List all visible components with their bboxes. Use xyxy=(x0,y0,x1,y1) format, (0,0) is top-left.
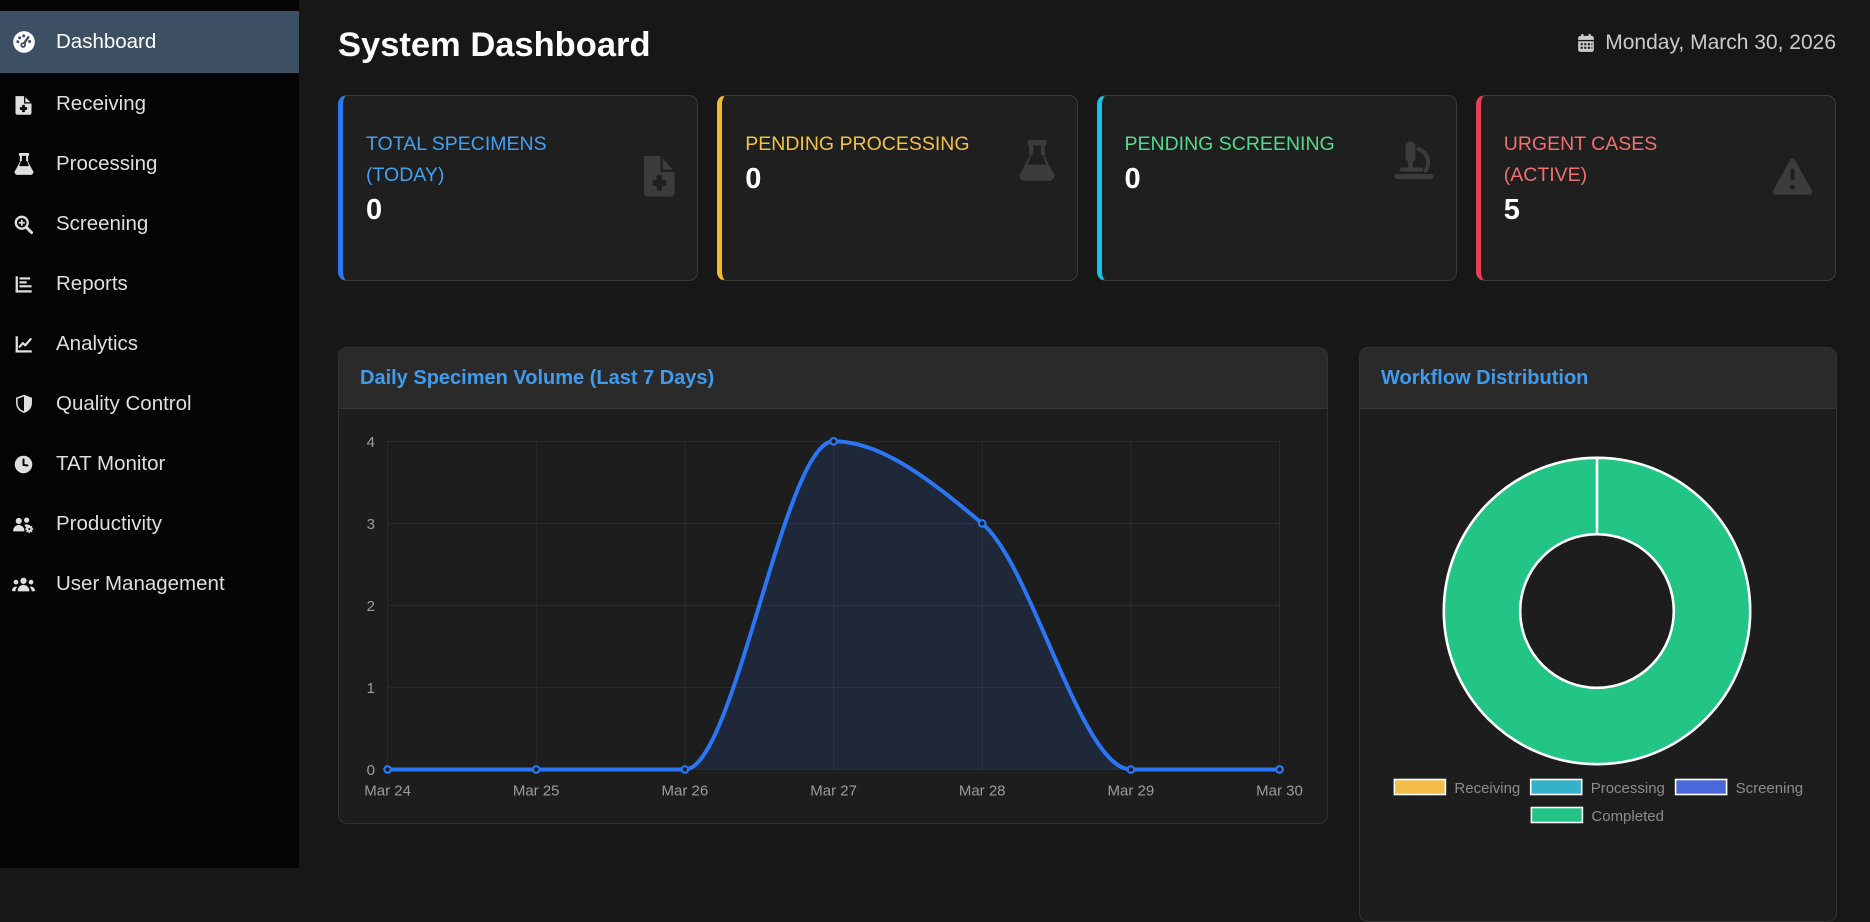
svg-text:Mar 26: Mar 26 xyxy=(662,783,709,800)
svg-text:Receiving: Receiving xyxy=(1454,780,1520,797)
svg-text:Mar 28: Mar 28 xyxy=(959,783,1006,800)
svg-text:Processing: Processing xyxy=(1591,780,1665,797)
svg-text:Completed: Completed xyxy=(1591,808,1664,825)
svg-text:Mar 24: Mar 24 xyxy=(364,783,411,800)
svg-text:Screening: Screening xyxy=(1736,780,1804,797)
svg-text:Mar 27: Mar 27 xyxy=(810,783,857,800)
svg-text:Mar 29: Mar 29 xyxy=(1108,783,1155,800)
svg-text:Mar 25: Mar 25 xyxy=(513,783,560,800)
svg-text:0: 0 xyxy=(367,762,375,779)
svg-text:Mar 30: Mar 30 xyxy=(1256,783,1303,800)
svg-text:3: 3 xyxy=(367,516,375,533)
svg-text:1: 1 xyxy=(367,680,375,697)
svg-text:4: 4 xyxy=(367,434,375,451)
svg-text:2: 2 xyxy=(367,598,375,615)
